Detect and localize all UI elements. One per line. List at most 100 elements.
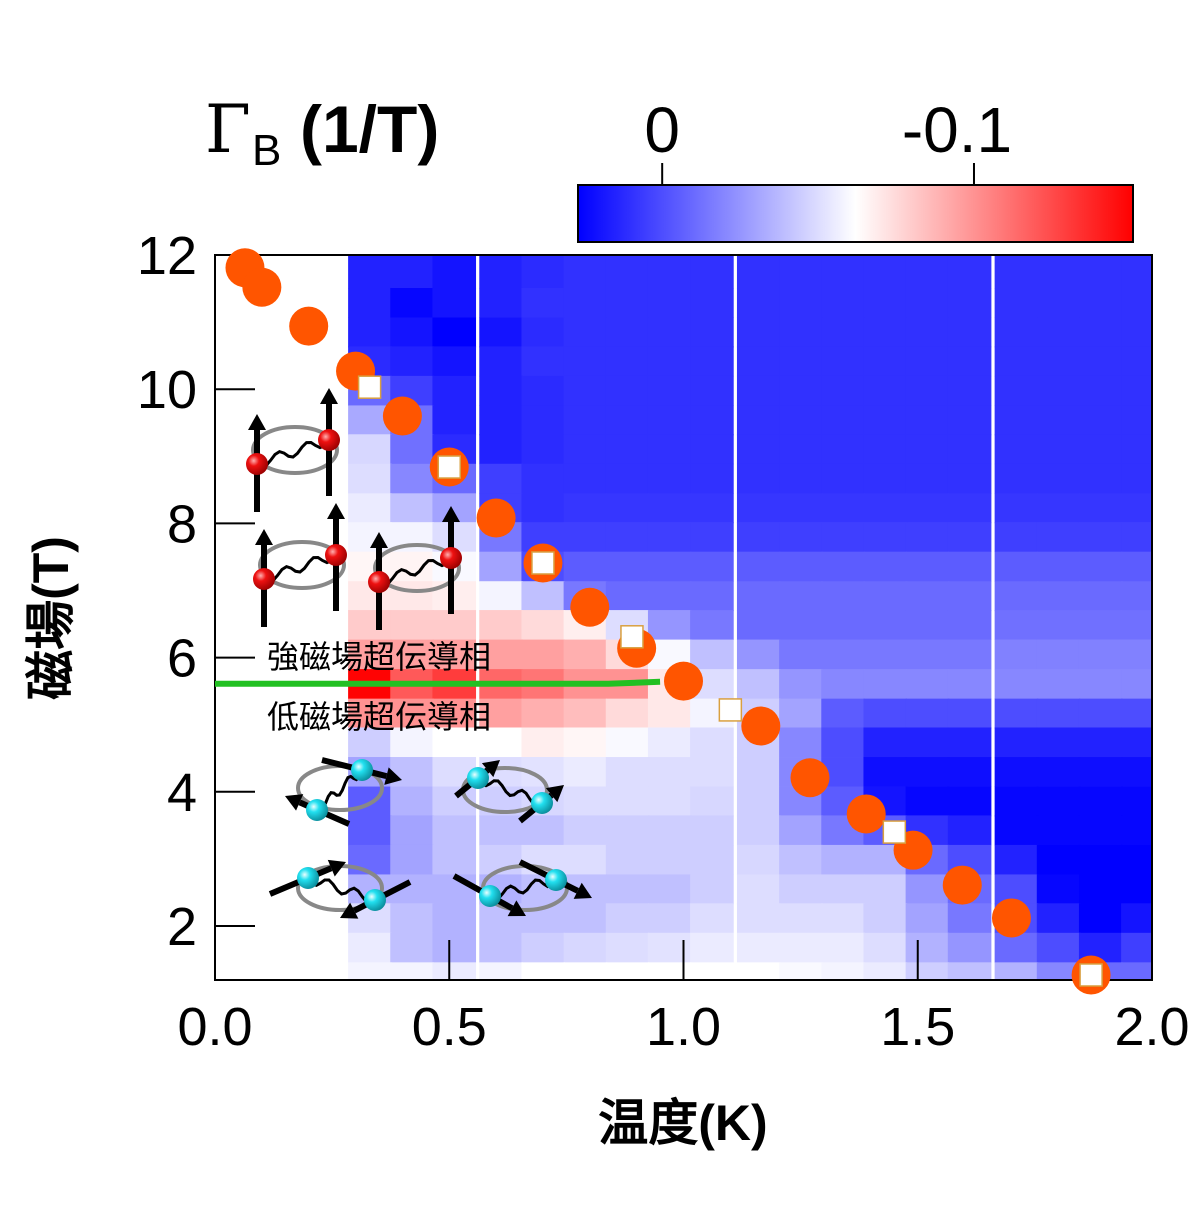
heatmap-cell [479,551,523,582]
data-point-square [718,698,743,722]
heatmap-cell [690,786,734,817]
data-point-square [437,455,461,479]
heatmap-cell [690,844,734,875]
heatmap-cell [690,610,734,640]
heatmap-cell [605,844,650,875]
heatmap-cell [647,932,692,963]
heatmap-cell [521,610,566,640]
high-field-phase-label: 強磁場超伝導相 [267,639,491,675]
heatmap-cell [994,844,1039,875]
heatmap-cell [690,903,734,934]
heatmap-cell [348,698,392,729]
heatmap-cell [1078,434,1123,465]
heatmap-cell [1036,551,1081,582]
heatmap-cell [1121,669,1152,700]
heatmap-cell [390,434,434,465]
heatmap-cell [905,874,950,905]
heatmap-cell [647,815,692,846]
heatmap-cell [647,698,692,729]
heatmap-cell [690,405,734,436]
heatmap-cell [736,610,781,640]
heatmap-cell [1078,405,1123,436]
spin-up-pair-icon [368,506,462,630]
heatmap-cell [647,844,692,875]
y-tick-label: 12 [137,226,197,286]
heatmap-cell [905,610,950,640]
heatmap-cell [605,757,650,787]
heatmap-cell [947,463,992,494]
heatmap-cell [863,405,908,436]
heatmap-cell [947,493,992,524]
heatmap-cell [390,932,434,963]
heatmap-cell [690,287,734,318]
heatmap-cell [348,493,392,524]
heatmap-cell [1121,581,1152,612]
spin-arrow-head [481,760,500,778]
colorbar: 0 -0.1 [577,94,1134,243]
heatmap-cell [690,493,734,524]
data-series [215,248,1111,995]
heatmap-cell [736,463,781,494]
heatmap-cell [947,932,992,963]
heatmap-cell [1121,874,1152,905]
heatmap-cell [563,815,608,846]
heatmap-cell [563,932,608,963]
colorbar-title-symbol: Γ [205,91,251,168]
heatmap-cell [479,434,523,465]
heatmap-cell [1078,317,1123,348]
data-point-square [357,375,382,399]
spin-arrow-head [248,414,266,430]
heatmap-cell [647,405,692,436]
heatmap-cell [563,903,608,934]
heatmap-cell [348,287,392,318]
heatmap-cell [905,757,950,787]
data-point-circle [846,794,886,834]
heatmap-cell [647,522,692,553]
heatmap-cell [736,874,781,905]
heatmap-cell [736,346,781,377]
heatmap-cell [390,287,434,318]
heatmap-cell [779,463,823,494]
heatmap-cell [821,903,865,934]
heatmap-cell [390,727,434,758]
heatmap-cell [779,405,823,436]
heatmap-cell [432,610,477,640]
heatmap-cell [905,255,950,289]
heatmap-cell [905,317,950,348]
heatmap-cell [605,903,650,934]
heatmap-cell [348,434,392,465]
heatmap-cell [1121,903,1152,934]
heatmap-cell [690,375,734,406]
heatmap-cell [1121,932,1152,963]
heatmap-cell [1121,551,1152,582]
heatmap-cell [647,610,692,640]
heatmap-cell [863,639,908,670]
heatmap-cell [479,405,523,436]
spin-tilted-pair-icon [452,859,592,917]
heatmap-cell [1121,463,1152,494]
heatmap-cell [1078,903,1123,934]
heatmap-cell [647,255,692,289]
heatmap-cell [1121,786,1152,817]
y-tick-label: 6 [167,629,197,689]
heatmap-cell [563,786,608,817]
x-tick-label: 0.0 [177,997,252,1057]
electron-ball [368,571,390,593]
heatmap-cell [479,932,523,963]
heatmap-cell [779,346,823,377]
heatmap-cell [521,405,566,436]
colorbar-gradient [577,184,1134,243]
heatmap-cell [994,434,1039,465]
heatmap-cell [863,434,908,465]
heatmap-cell [1078,669,1123,700]
heatmap-cell [994,815,1039,846]
heatmap-cell [1121,639,1152,670]
heatmap-cell [1121,815,1152,846]
heatmap-cell [779,610,823,640]
heatmap-cell [479,815,523,846]
data-point-circle [382,396,422,436]
spin-arrow-head [320,388,338,404]
heatmap-cell [821,522,865,553]
heatmap-cell [348,727,392,758]
heatmap-cell [432,639,477,670]
